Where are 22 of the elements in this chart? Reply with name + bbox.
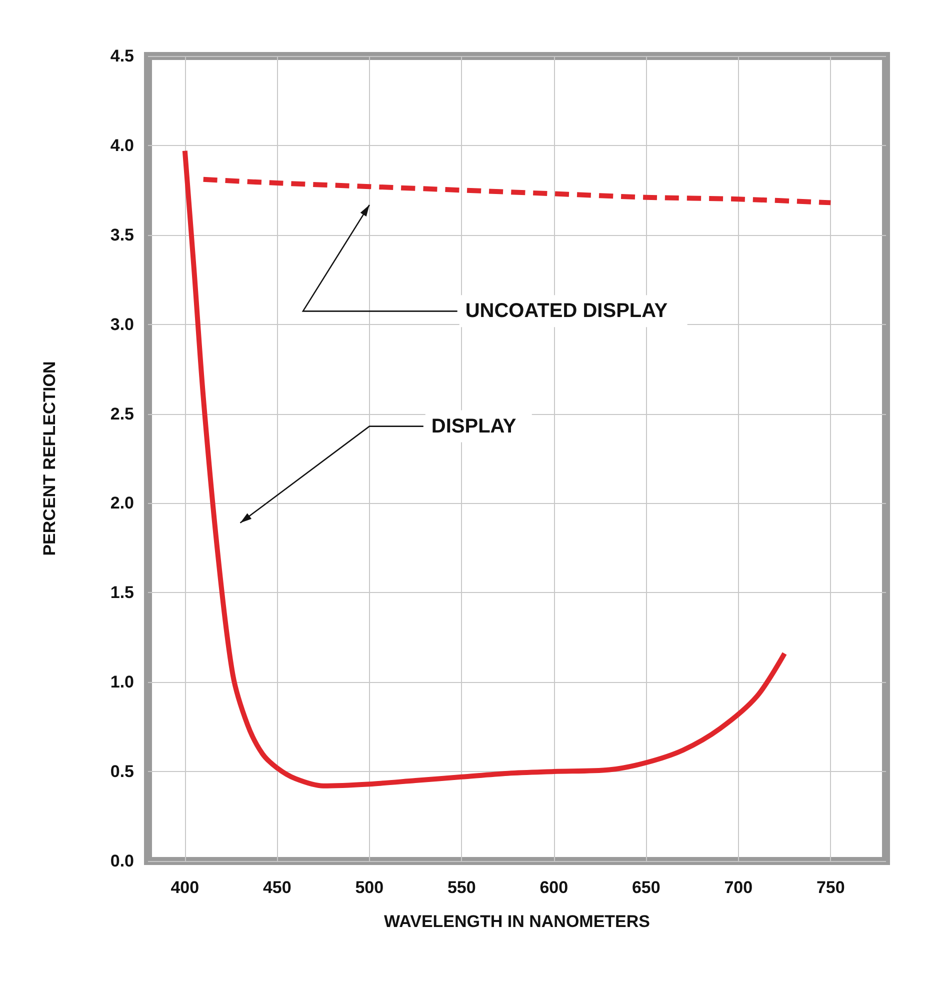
annotation: DISPLAY	[431, 415, 517, 438]
y-tick-label: 2.0	[110, 494, 134, 513]
x-tick-label: 500	[355, 878, 384, 897]
annotation: UNCOATED DISPLAY	[465, 300, 668, 322]
y-tick-label: 3.0	[110, 314, 134, 334]
y-tick-label: 4.0	[110, 136, 134, 155]
x-tick-label: 700	[724, 878, 753, 897]
x-axis-title: WAVELENGTH IN NANOMETERS	[384, 912, 650, 931]
x-tick-label: 400	[170, 878, 200, 897]
y-tick-label: 0.5	[110, 762, 134, 782]
y-tick-label: 3.5	[110, 225, 134, 244]
y-tick-label: 2.5	[110, 404, 134, 424]
y-tick-label: 0.0	[110, 852, 134, 870]
x-tick-label: 600	[540, 878, 568, 897]
x-tick-label: 650	[632, 878, 660, 897]
y-tick-label: 1.5	[110, 583, 134, 602]
y-tick-label: 4.5	[110, 46, 134, 66]
y-tick-label: 1.0	[110, 672, 134, 692]
x-tick-label: 750	[816, 878, 845, 897]
y-axis-title: PERCENT REFLECTION	[40, 361, 59, 556]
x-tick-label: 450	[262, 878, 292, 897]
x-tick-label: 550	[447, 878, 476, 897]
